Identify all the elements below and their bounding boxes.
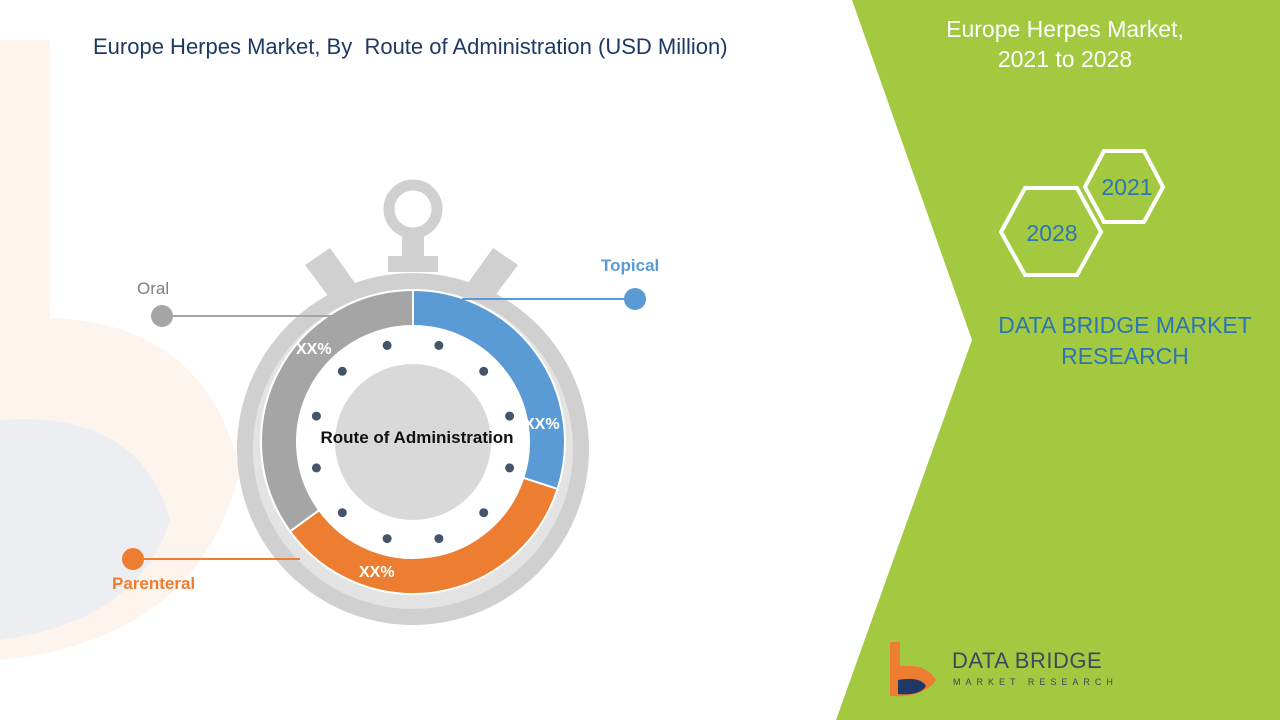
dial-dot [311, 463, 321, 473]
logo-tagline: MARKET RESEARCH [953, 677, 1118, 687]
side-title-line1: Europe Herpes Market, [946, 16, 1184, 42]
dial-dot [479, 508, 489, 518]
watermark-logo [0, 40, 240, 660]
donut-chart [260, 288, 566, 595]
dial-dot [337, 508, 347, 518]
dial-dot [434, 340, 444, 350]
side-title-line2: 2021 to 2028 [997, 46, 1133, 72]
legend-label-topical: Topical [601, 256, 660, 275]
side-panel-title: Europe Herpes Market, 2021 to 2028 [900, 14, 1230, 74]
chart-title: Europe Herpes Market, By Route of Admini… [93, 34, 728, 59]
dial-dot [479, 366, 489, 376]
value-label-topical: XX% [524, 416, 560, 433]
value-label-oral: XX% [296, 341, 332, 358]
dial-dot [434, 534, 444, 544]
dial-dot [337, 366, 347, 376]
year-end-label: 2028 [1026, 220, 1078, 246]
company-name: DATA BRIDGE MARKET RESEARCH [985, 310, 1265, 372]
data-bridge-logo-icon [890, 642, 936, 697]
dial-dot [382, 340, 392, 350]
hexagon-2028 [998, 186, 1104, 277]
legend-label-oral: Oral [137, 279, 170, 298]
leader-lines [122, 288, 646, 570]
center-disc [335, 364, 491, 520]
value-label-parenteral: XX% [359, 564, 395, 581]
dial-dot [505, 411, 515, 421]
dial-dot [382, 534, 392, 544]
side-panel [836, 0, 1280, 720]
company-line1: DATA BRIDGE MARKET [998, 312, 1252, 338]
company-line2: RESEARCH [1061, 343, 1189, 369]
donut-center-title: Route of Administration [320, 428, 514, 447]
dial-dot [505, 463, 515, 473]
leader-parenteral-marker [122, 548, 144, 570]
leader-topical-marker [624, 288, 646, 310]
hexagon-2021 [1082, 149, 1166, 224]
year-start-label: 2021 [1101, 174, 1153, 200]
legend-label-parenteral: Parenteral [112, 574, 196, 593]
dial-dot [311, 411, 321, 421]
logo-name: DATA BRIDGE [952, 648, 1103, 673]
dial-dots [311, 340, 515, 544]
leader-oral-marker [151, 305, 173, 327]
